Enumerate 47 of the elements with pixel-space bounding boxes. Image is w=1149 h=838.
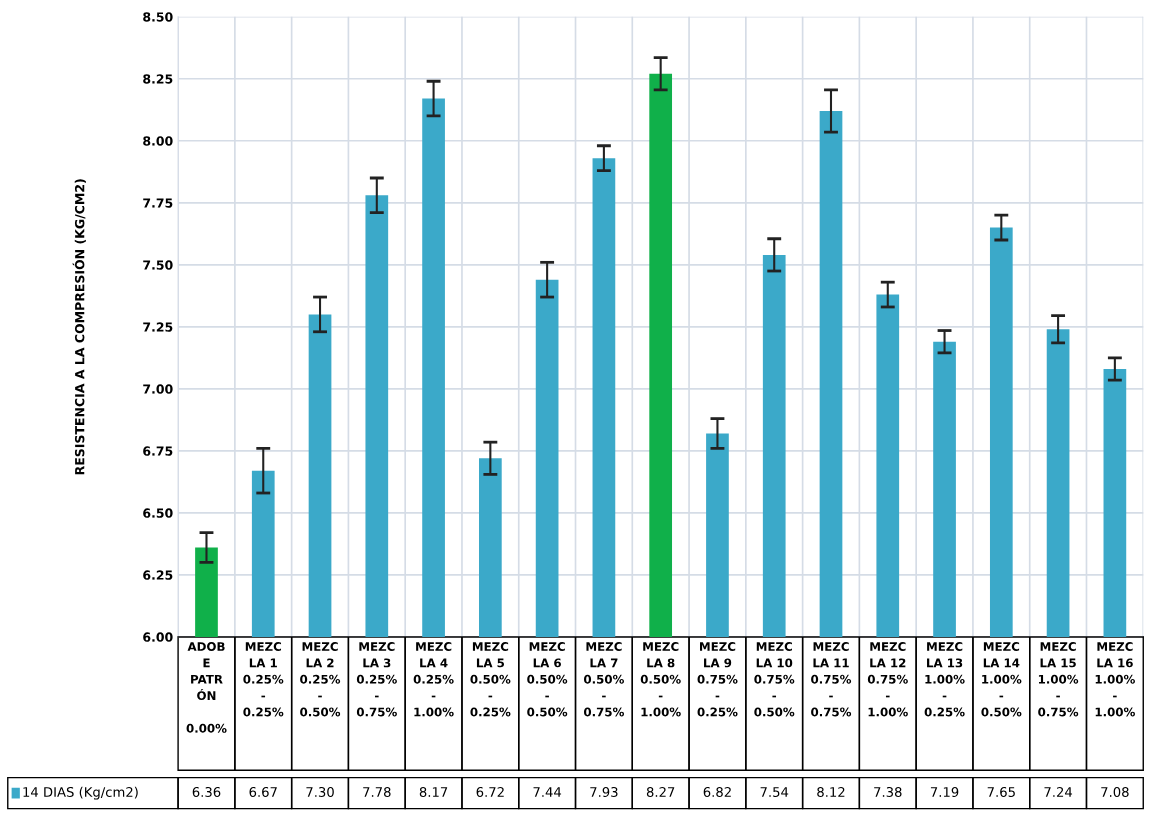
y-tick-label: 6.25 <box>143 570 173 580</box>
y-tick-label: 8.00 <box>143 136 173 146</box>
data-label: 6.36 <box>192 787 221 797</box>
y-tick-label: 8.50 <box>143 12 173 22</box>
data-label: 7.78 <box>363 787 391 797</box>
x-tick-label: MEZC LA 4 0.25% - 1.00% <box>413 642 454 717</box>
legend-label: 14 DIAS (Kg/cm2) <box>23 786 138 800</box>
y-tick-label: 8.25 <box>143 74 173 84</box>
data-label: 8.12 <box>817 787 845 797</box>
y-tick-label: 7.25 <box>143 322 173 332</box>
x-tick-label: MEZC LA 9 0.75% - 0.25% <box>697 642 738 717</box>
x-tick-label: MEZC LA 14 1.00% - 0.50% <box>981 642 1022 717</box>
x-tick-label: MEZC LA 16 1.00% - 1.00% <box>1095 642 1135 717</box>
y-tick-label: 6.75 <box>143 446 173 456</box>
x-tick-label: MEZC LA 15 1.00% - 0.75% <box>1038 642 1079 717</box>
data-label: 7.24 <box>1044 787 1073 797</box>
data-label: 6.82 <box>703 787 731 797</box>
x-tick-label: MEZC LA 10 0.75% - 0.50% <box>754 642 795 717</box>
data-label: 7.38 <box>874 787 902 797</box>
data-label: 6.72 <box>476 787 504 797</box>
x-tick-label: MEZC LA 11 0.75% - 0.75% <box>811 642 852 717</box>
y-tick-label: 6.50 <box>143 508 173 518</box>
y-tick-label: 6.00 <box>143 632 173 642</box>
y-tick-label: 7.00 <box>143 384 173 394</box>
y-tick-label: 7.50 <box>143 260 173 270</box>
data-label: 7.08 <box>1101 787 1129 797</box>
category-label: ADOB E PATR ÓN 0.00% <box>186 642 227 733</box>
x-tick-label: MEZC LA 13 1.00% - 0.25% <box>924 642 965 717</box>
x-tick-label: MEZC LA 2 0.25% - 0.50% <box>300 642 341 717</box>
data-label: 8.17 <box>419 787 448 797</box>
y-axis-title: RESISTENCIA A LA COMPRESIÓN (KG/CM2) <box>72 179 86 475</box>
x-tick-label: MEZC LA 5 0.50% - 0.25% <box>470 642 511 717</box>
data-label: 7.19 <box>930 787 959 797</box>
data-label: 7.44 <box>533 787 562 797</box>
data-label: 7.54 <box>760 787 789 797</box>
x-tick-label: MEZC LA 12 0.75% - 1.00% <box>867 642 908 717</box>
data-label: 7.65 <box>987 787 1015 797</box>
data-label: 7.93 <box>590 787 618 797</box>
x-tick-label: MEZC LA 1 0.25% - 0.25% <box>243 642 284 717</box>
data-label: 6.67 <box>249 787 277 797</box>
x-tick-label: MEZC LA 3 0.25% - 0.75% <box>356 642 397 717</box>
x-tick-label: MEZC LA 6 0.50% - 0.50% <box>527 642 568 717</box>
x-tick-label: MEZC LA 8 0.50% - 1.00% <box>640 642 681 717</box>
x-tick-label: MEZC LA 7 0.50% - 0.75% <box>583 642 624 717</box>
y-tick-label: 7.75 <box>143 198 173 208</box>
data-label: 8.27 <box>646 787 675 797</box>
data-label: 7.30 <box>306 787 334 797</box>
